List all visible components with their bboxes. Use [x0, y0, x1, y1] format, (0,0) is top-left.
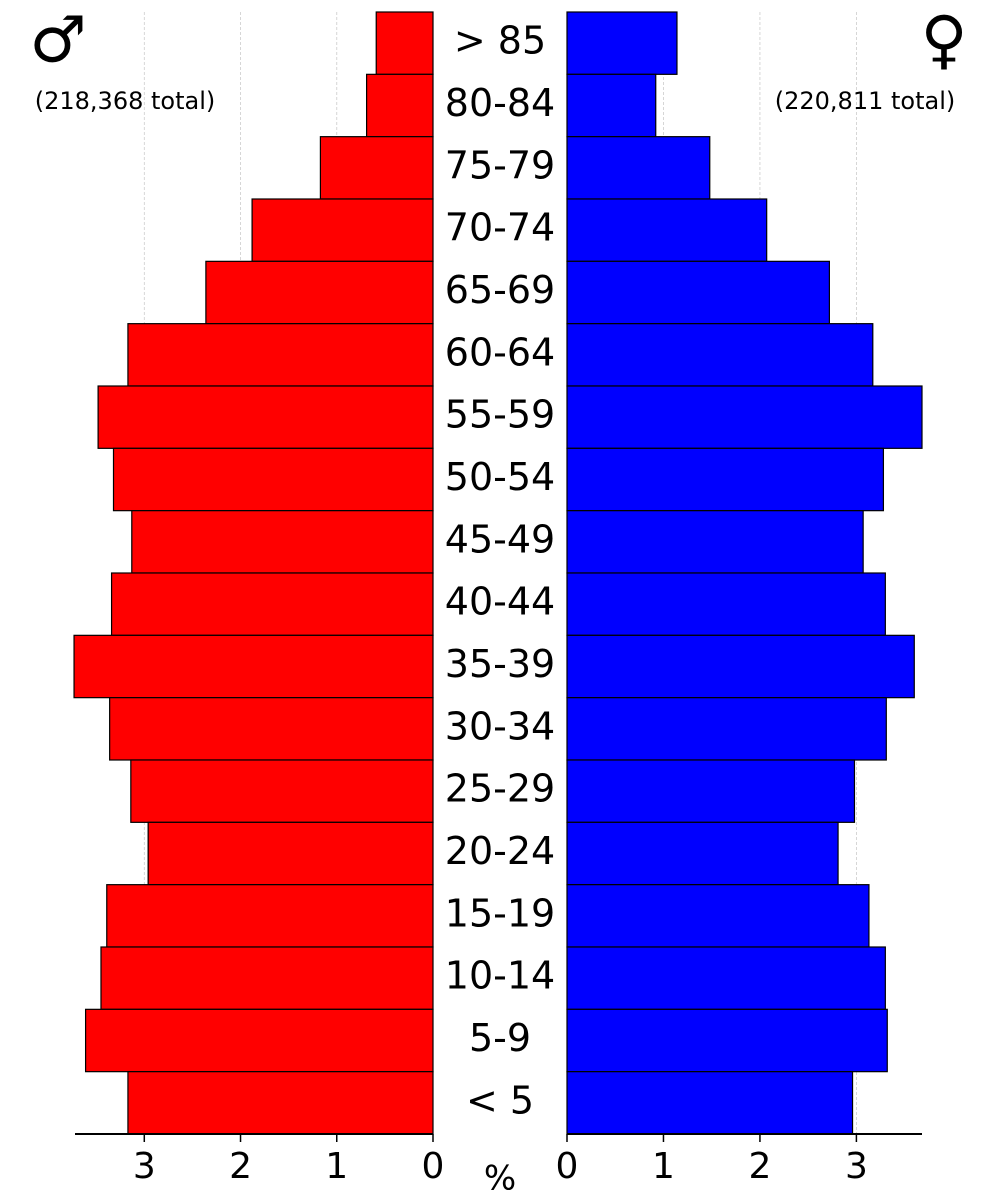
bar: [251, 198, 434, 262]
category-label: 30-34: [445, 704, 555, 748]
x-tick-label: 1: [325, 1146, 348, 1187]
category-label: 50-54: [445, 455, 555, 499]
category-label: 80-84: [445, 81, 555, 125]
bar: [566, 260, 830, 325]
category-label: 35-39: [445, 642, 555, 686]
bar: [375, 11, 434, 75]
category-label: < 5: [466, 1078, 534, 1122]
category-label: 10-14: [445, 954, 555, 998]
bar: [566, 759, 856, 823]
x-tick-label: 3: [133, 1146, 156, 1187]
legend-symbol: ♂: [29, 4, 86, 78]
bar: [566, 73, 657, 138]
bar: [97, 385, 434, 449]
category-label: > 85: [454, 19, 546, 63]
bar: [566, 11, 678, 75]
bar: [566, 136, 711, 200]
bar: [566, 510, 864, 574]
bar: [127, 1071, 434, 1135]
x-tick-label: 0: [556, 1146, 579, 1187]
category-label: 70-74: [445, 206, 555, 250]
category-label: 5-9: [469, 1016, 531, 1060]
x-tick-label: 0: [422, 1146, 445, 1187]
bar: [566, 884, 870, 948]
bar: [566, 697, 887, 761]
bar: [110, 572, 434, 636]
bar: [566, 946, 886, 1010]
bar: [365, 73, 434, 138]
x-tick-label: 2: [229, 1146, 252, 1187]
bar: [566, 447, 885, 512]
bar: [109, 697, 434, 761]
category-label: 20-24: [445, 829, 555, 873]
bar: [566, 385, 923, 449]
bar: [112, 447, 434, 512]
bar: [566, 1008, 888, 1073]
category-label: 60-64: [445, 330, 555, 374]
bar: [566, 572, 886, 636]
bar: [566, 323, 874, 387]
bar: [127, 323, 434, 387]
bar: [566, 821, 839, 886]
category-label: 55-59: [445, 393, 555, 437]
bar: [100, 946, 434, 1010]
bar: [131, 510, 434, 574]
bars: [73, 11, 923, 1135]
x-tick-label: 1: [652, 1146, 675, 1187]
bar: [84, 1008, 434, 1073]
bar: [73, 634, 434, 699]
bar: [106, 884, 434, 948]
category-label: 40-44: [445, 580, 555, 624]
bar: [147, 821, 434, 886]
x-axis-label: %: [484, 1159, 516, 1199]
category-label: 75-79: [445, 143, 555, 187]
bar: [566, 634, 915, 699]
x-tick-label: 3: [845, 1146, 868, 1187]
bar: [319, 136, 434, 200]
bar: [205, 260, 434, 325]
bar: [130, 759, 434, 823]
category-label: 15-19: [445, 891, 555, 935]
bar: [566, 1071, 854, 1135]
category-label: 25-29: [445, 767, 555, 811]
bar: [566, 198, 768, 262]
legend-total: (220,811 total): [775, 87, 955, 115]
legend-symbol: ♀: [921, 4, 968, 78]
x-tick-label: 2: [748, 1146, 771, 1187]
category-label: 65-69: [445, 268, 555, 312]
legend-total: (218,368 total): [35, 87, 215, 115]
category-label: 45-49: [445, 517, 555, 561]
